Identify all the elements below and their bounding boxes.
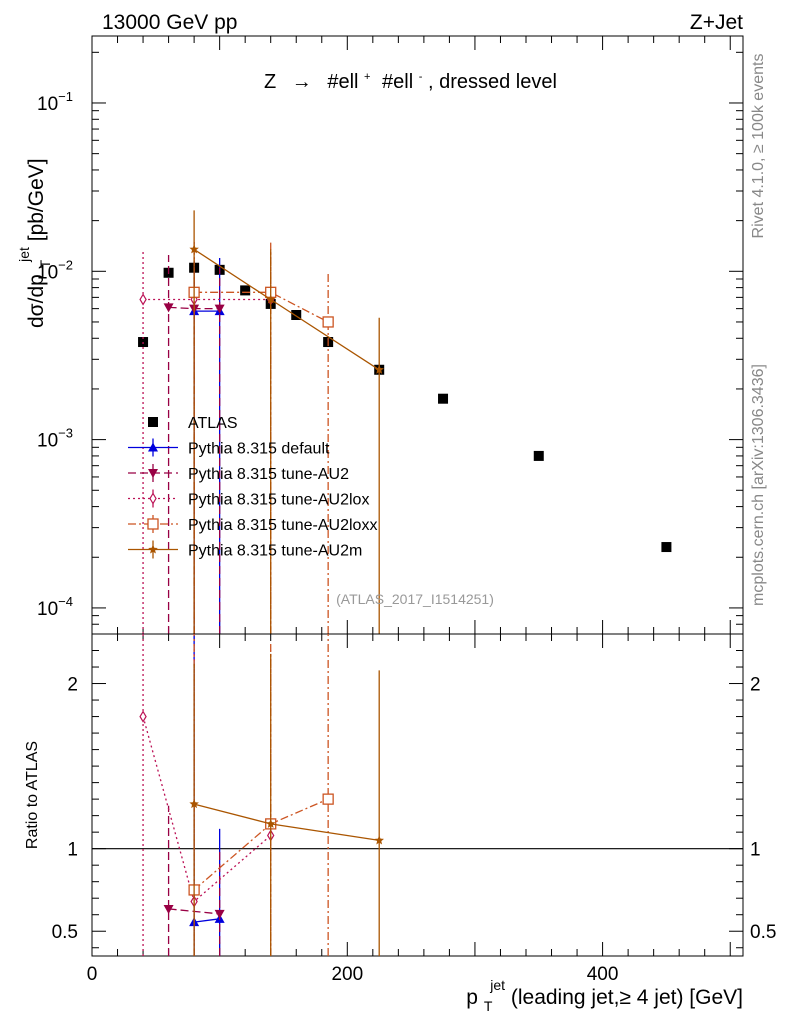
ratio-y-tick-label-right: 2: [750, 675, 761, 696]
ratio-frame: [91, 633, 744, 957]
ratio-y-axis-label: Ratio to ATLAS: [24, 741, 41, 849]
legend-marker-AU2m: [148, 544, 158, 554]
legend-label-AU2lox: Pythia 8.315 tune-AU2lox: [188, 492, 369, 509]
ratio-point-AU2: [163, 904, 174, 914]
ratio-point-AU2m: [374, 835, 384, 845]
ratio-line-AU2lox: [142, 716, 272, 903]
title-ell-2: #ell: [382, 71, 413, 93]
ylabel-main: dσ/dp: [25, 274, 48, 328]
main-point-data: [240, 285, 251, 296]
ratio-series-AU2loxx: [188, 634, 334, 956]
rivet-label: Rivet 4.1.0, ≥ 100k events: [750, 54, 767, 239]
legend-label-data: ATLAS: [188, 415, 238, 432]
title-process: Z: [264, 71, 276, 93]
main-point-AU2: [214, 304, 225, 314]
main-y-tick-label: 10−4: [37, 594, 73, 620]
legend-marker-AU2lox: [149, 492, 157, 505]
main-point-AU2: [163, 303, 174, 313]
ratio-point-AU2: [214, 909, 225, 919]
legend-entry-AU2loxx: Pythia 8.315 tune-AU2loxx: [128, 515, 377, 534]
title-arrow: →: [292, 71, 312, 93]
title-tail: , dressed level: [428, 71, 557, 93]
legend-label-AU2loxx: Pythia 8.315 tune-AU2loxx: [188, 517, 377, 534]
main-series-AU2lox: [139, 241, 275, 634]
title-minus: -: [419, 71, 423, 83]
main-y-tick-label: 10−3: [37, 426, 73, 452]
x-tick-label: 0: [87, 964, 98, 985]
legend-label-AU2m: Pythia 8.315 tune-AU2m: [188, 543, 362, 560]
ylabel-sub: T: [37, 259, 53, 268]
ratio-line-default: [194, 918, 220, 923]
main-point-AU2loxx: [322, 316, 334, 328]
title-plus: +: [364, 71, 370, 83]
legend-marker-AU2loxx: [147, 518, 159, 530]
ratio-y-tick-label-right: 0.5: [750, 922, 776, 943]
ratio-series-AU2m: [189, 653, 384, 956]
main-series-AU2loxx: [188, 242, 334, 634]
x-axis-label: p T jet (leading jet,≥ 4 jet) [GeV]: [466, 972, 743, 1016]
main-point-data: [438, 393, 449, 404]
x-tick-label: 400: [587, 964, 619, 985]
ratio-point-AU2loxx: [322, 793, 334, 805]
ratio-point-AU2lox: [139, 710, 147, 723]
main-line-AU2loxx: [194, 291, 329, 323]
legend-label-AU2: Pythia 8.315 tune-AU2: [188, 466, 349, 483]
main-point-data: [291, 309, 302, 320]
legend-entry-AU2: Pythia 8.315 tune-AU2: [128, 464, 349, 483]
legend-marker-AU2: [148, 469, 158, 478]
xlabel-main: p: [466, 986, 478, 1009]
plot-title: Z → #ell + #ell - , dressed level: [264, 63, 557, 93]
xlabel-sup: jet: [489, 977, 505, 993]
ratio-line-AU2loxx: [193, 798, 329, 891]
legend-marker-default: [148, 442, 158, 452]
ratio-y-tick-label: 1: [67, 840, 78, 861]
xlabel-sub: T: [484, 998, 493, 1014]
legend-marker-data: [148, 417, 158, 427]
legend-entry-data: ATLAS: [148, 415, 238, 432]
legend-label-default: Pythia 8.315 default: [188, 441, 330, 458]
ratio-panel: 0.5 0.5 1 1 2 2 0 200 400 Ratio to ATLAS p T jet…: [24, 633, 776, 1016]
legend-entry-AU2m: Pythia 8.315 tune-AU2m: [128, 540, 362, 560]
legend-entry-AU2lox: Pythia 8.315 tune-AU2lox: [128, 489, 369, 509]
main-y-tick-label: 10−2: [37, 257, 73, 283]
ratio-point-AU2m: [189, 799, 199, 809]
ratio-point-AU2m: [266, 818, 276, 828]
ratio-y-tick-label: 0.5: [52, 922, 78, 943]
main-panel: 10−1 10−2 10−3 10−4 Z → #ell + #ell - , dre…: [11, 35, 744, 635]
main-point-data: [533, 450, 544, 461]
main-y-tick-label: 10−1: [37, 89, 73, 115]
header-right: Z+Jet: [690, 11, 743, 34]
main-point-AU2m: [189, 244, 199, 254]
watermark: (ATLAS_2017_I1514251): [336, 591, 494, 607]
main-point-AU2m: [374, 364, 384, 374]
legend-entry-default: Pythia 8.315 default: [128, 438, 330, 458]
main-point-AU2m: [266, 294, 276, 304]
legend: ATLAS Pythia 8.315 default Pythia 8.315 tu…: [128, 415, 377, 560]
main-series-AU2m: [189, 210, 384, 634]
mcplots-label: mcplots.cern.ch [arXiv:1306.3436]: [750, 364, 767, 606]
ylabel-unit: [pb/GeV]: [25, 158, 48, 241]
ratio-line-AU2m: [193, 803, 380, 842]
ratio-y-tick-label: 2: [67, 675, 78, 696]
ylabel-sup: jet: [16, 247, 32, 263]
title-ell-1: #ell: [327, 71, 358, 93]
ratio-series-AU2lox: [139, 634, 275, 956]
xlabel-tail: (leading jet,≥ 4 jet) [GeV]: [511, 986, 743, 1009]
main-y-axis-label: dσ/dp T jet [pb/GeV]: [11, 158, 55, 328]
main-point-AU2lox: [139, 293, 147, 306]
main-point-data: [661, 542, 672, 553]
ratio-y-tick-label-right: 1: [750, 840, 761, 861]
x-tick-label: 200: [331, 964, 363, 985]
header-left: 13000 GeV pp: [102, 11, 237, 34]
